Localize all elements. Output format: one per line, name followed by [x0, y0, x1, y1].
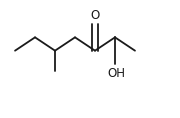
- Text: O: O: [90, 9, 100, 22]
- Text: OH: OH: [108, 67, 126, 80]
